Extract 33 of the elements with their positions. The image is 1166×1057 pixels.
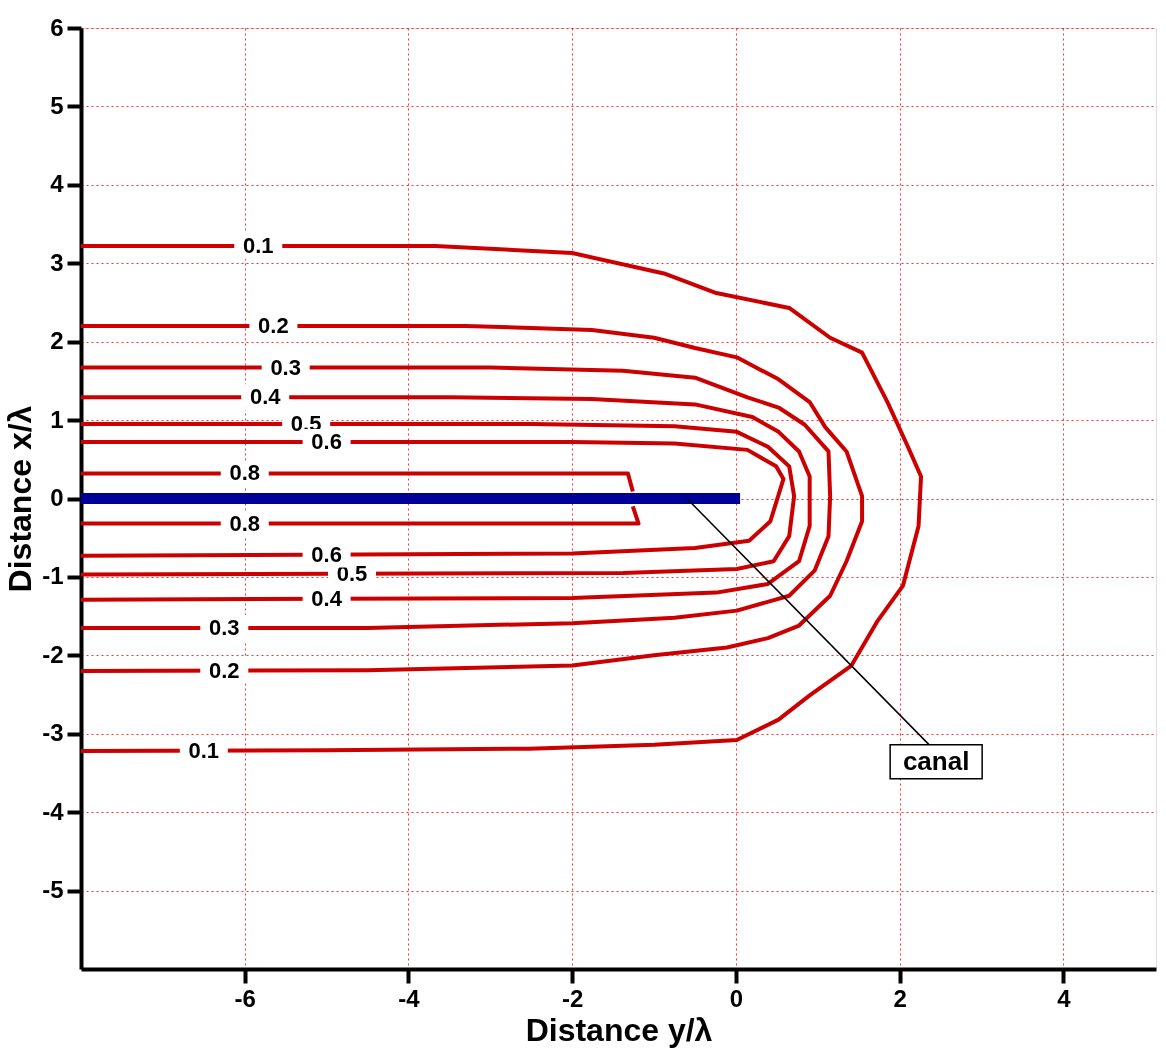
series-label: 0.8: [229, 510, 261, 536]
y-axis-title: Distance x/λ: [2, 405, 39, 593]
y-tick-label: 2: [50, 327, 64, 355]
y-tick-label: -5: [42, 876, 64, 904]
x-tick-label: 4: [1057, 984, 1072, 1012]
x-tick-label: -2: [562, 984, 584, 1012]
annotation: canal: [902, 745, 970, 776]
y-tick-label: -3: [42, 719, 64, 747]
y-tick-label: -2: [42, 640, 64, 668]
series-label: 0.2: [208, 657, 240, 683]
series-label: 0.8: [229, 460, 261, 486]
text: 0.6: [311, 429, 342, 455]
series-label: 0.6: [311, 541, 342, 567]
y-tick-label: 1: [50, 405, 64, 433]
text: 0.1: [242, 233, 274, 258]
y-tick-label: 5: [50, 91, 64, 119]
x-tick-label: -4: [398, 984, 421, 1012]
y-tick-label: 0: [50, 484, 64, 511]
x-tick-label: 2: [893, 984, 907, 1012]
text: 0.4: [249, 384, 281, 410]
y-tick-label: 3: [50, 248, 64, 276]
x-tick-label: 0: [729, 984, 744, 1012]
text: 0.2: [258, 312, 289, 338]
series-label: 0.4: [311, 585, 343, 611]
y-tick-label: -1: [42, 562, 64, 590]
y-tick-label: 4: [50, 170, 65, 198]
text: 0.3: [208, 614, 240, 640]
series-label: 0.3: [270, 354, 301, 380]
y-tick-label: -4: [42, 797, 65, 825]
x-axis-title: Distance y/λ: [525, 1011, 713, 1048]
x-tick-label: -6: [234, 984, 256, 1012]
series-label: 0.1: [188, 737, 220, 763]
y-tick-label: 6: [50, 13, 64, 41]
